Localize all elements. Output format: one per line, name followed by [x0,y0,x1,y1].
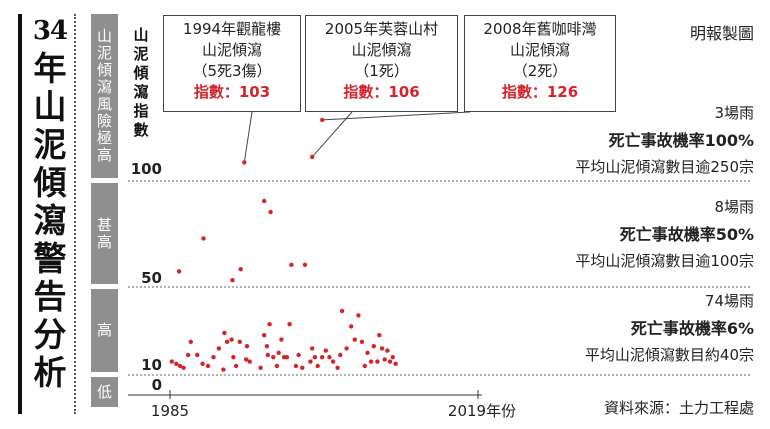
data-point [265,344,269,348]
data-point [170,359,174,363]
data-point [393,362,397,366]
data-point [234,364,238,368]
callout-pointer [322,112,470,120]
data-point [363,364,367,368]
data-point [225,340,229,344]
data-point [230,278,234,282]
data-point [287,322,291,326]
data-point [206,364,210,368]
data-point [211,355,215,359]
data-point [349,324,353,328]
data-point [331,359,335,363]
data-point [217,346,221,350]
data-point [294,364,298,368]
data-point [380,346,384,350]
x-tick-label-start: 1985 [151,402,189,420]
data-point [222,331,226,335]
data-point [385,348,389,352]
data-point [201,236,205,240]
x-tick-label-end: 2019年份 [448,402,516,420]
data-point [239,267,243,271]
data-point [262,333,266,337]
data-point [303,263,307,267]
data-point [271,355,275,359]
data-point [388,359,392,363]
data-point [195,353,199,357]
y-tick-label: 100 [131,160,162,178]
data-point [229,337,233,341]
data-point [320,118,324,122]
data-point [310,346,314,350]
data-point [369,359,373,363]
data-point [238,340,242,344]
data-point [372,344,376,348]
data-point [245,344,249,348]
data-point [248,359,252,363]
data-point [338,353,342,357]
data-point [353,337,357,341]
data-point [360,340,364,344]
y-tick-label: 50 [141,269,162,287]
data-point [310,155,314,159]
data-point [189,340,193,344]
data-point [258,366,262,370]
data-point [267,322,271,326]
data-point [340,309,344,313]
data-point [377,333,381,337]
data-point [289,263,293,267]
data-point [313,355,317,359]
y-tick-label: 0 [152,376,162,394]
data-point [308,359,312,363]
data-point [275,364,279,368]
data-point [365,351,369,355]
data-point [186,353,190,357]
data-point [320,355,324,359]
data-point [324,348,328,352]
data-point [242,160,246,164]
data-point [200,362,204,366]
data-point [391,355,395,359]
data-point [335,366,339,370]
data-point [285,355,289,359]
data-point [231,355,235,359]
data-point [356,313,360,317]
y-tick-label: 10 [141,356,162,374]
data-point [174,362,178,366]
data-point [266,353,270,357]
data-point [383,357,387,361]
data-point [268,210,272,214]
data-point [375,359,379,363]
data-point [300,366,304,370]
data-point [316,364,320,368]
callout-pointer [244,112,252,162]
data-point [262,199,266,203]
data-point [221,367,225,371]
data-point [279,337,283,341]
data-point [277,351,281,355]
data-point [177,269,181,273]
data-point [344,346,348,350]
data-point [296,353,300,357]
data-point [181,366,185,370]
data-point [327,355,331,359]
